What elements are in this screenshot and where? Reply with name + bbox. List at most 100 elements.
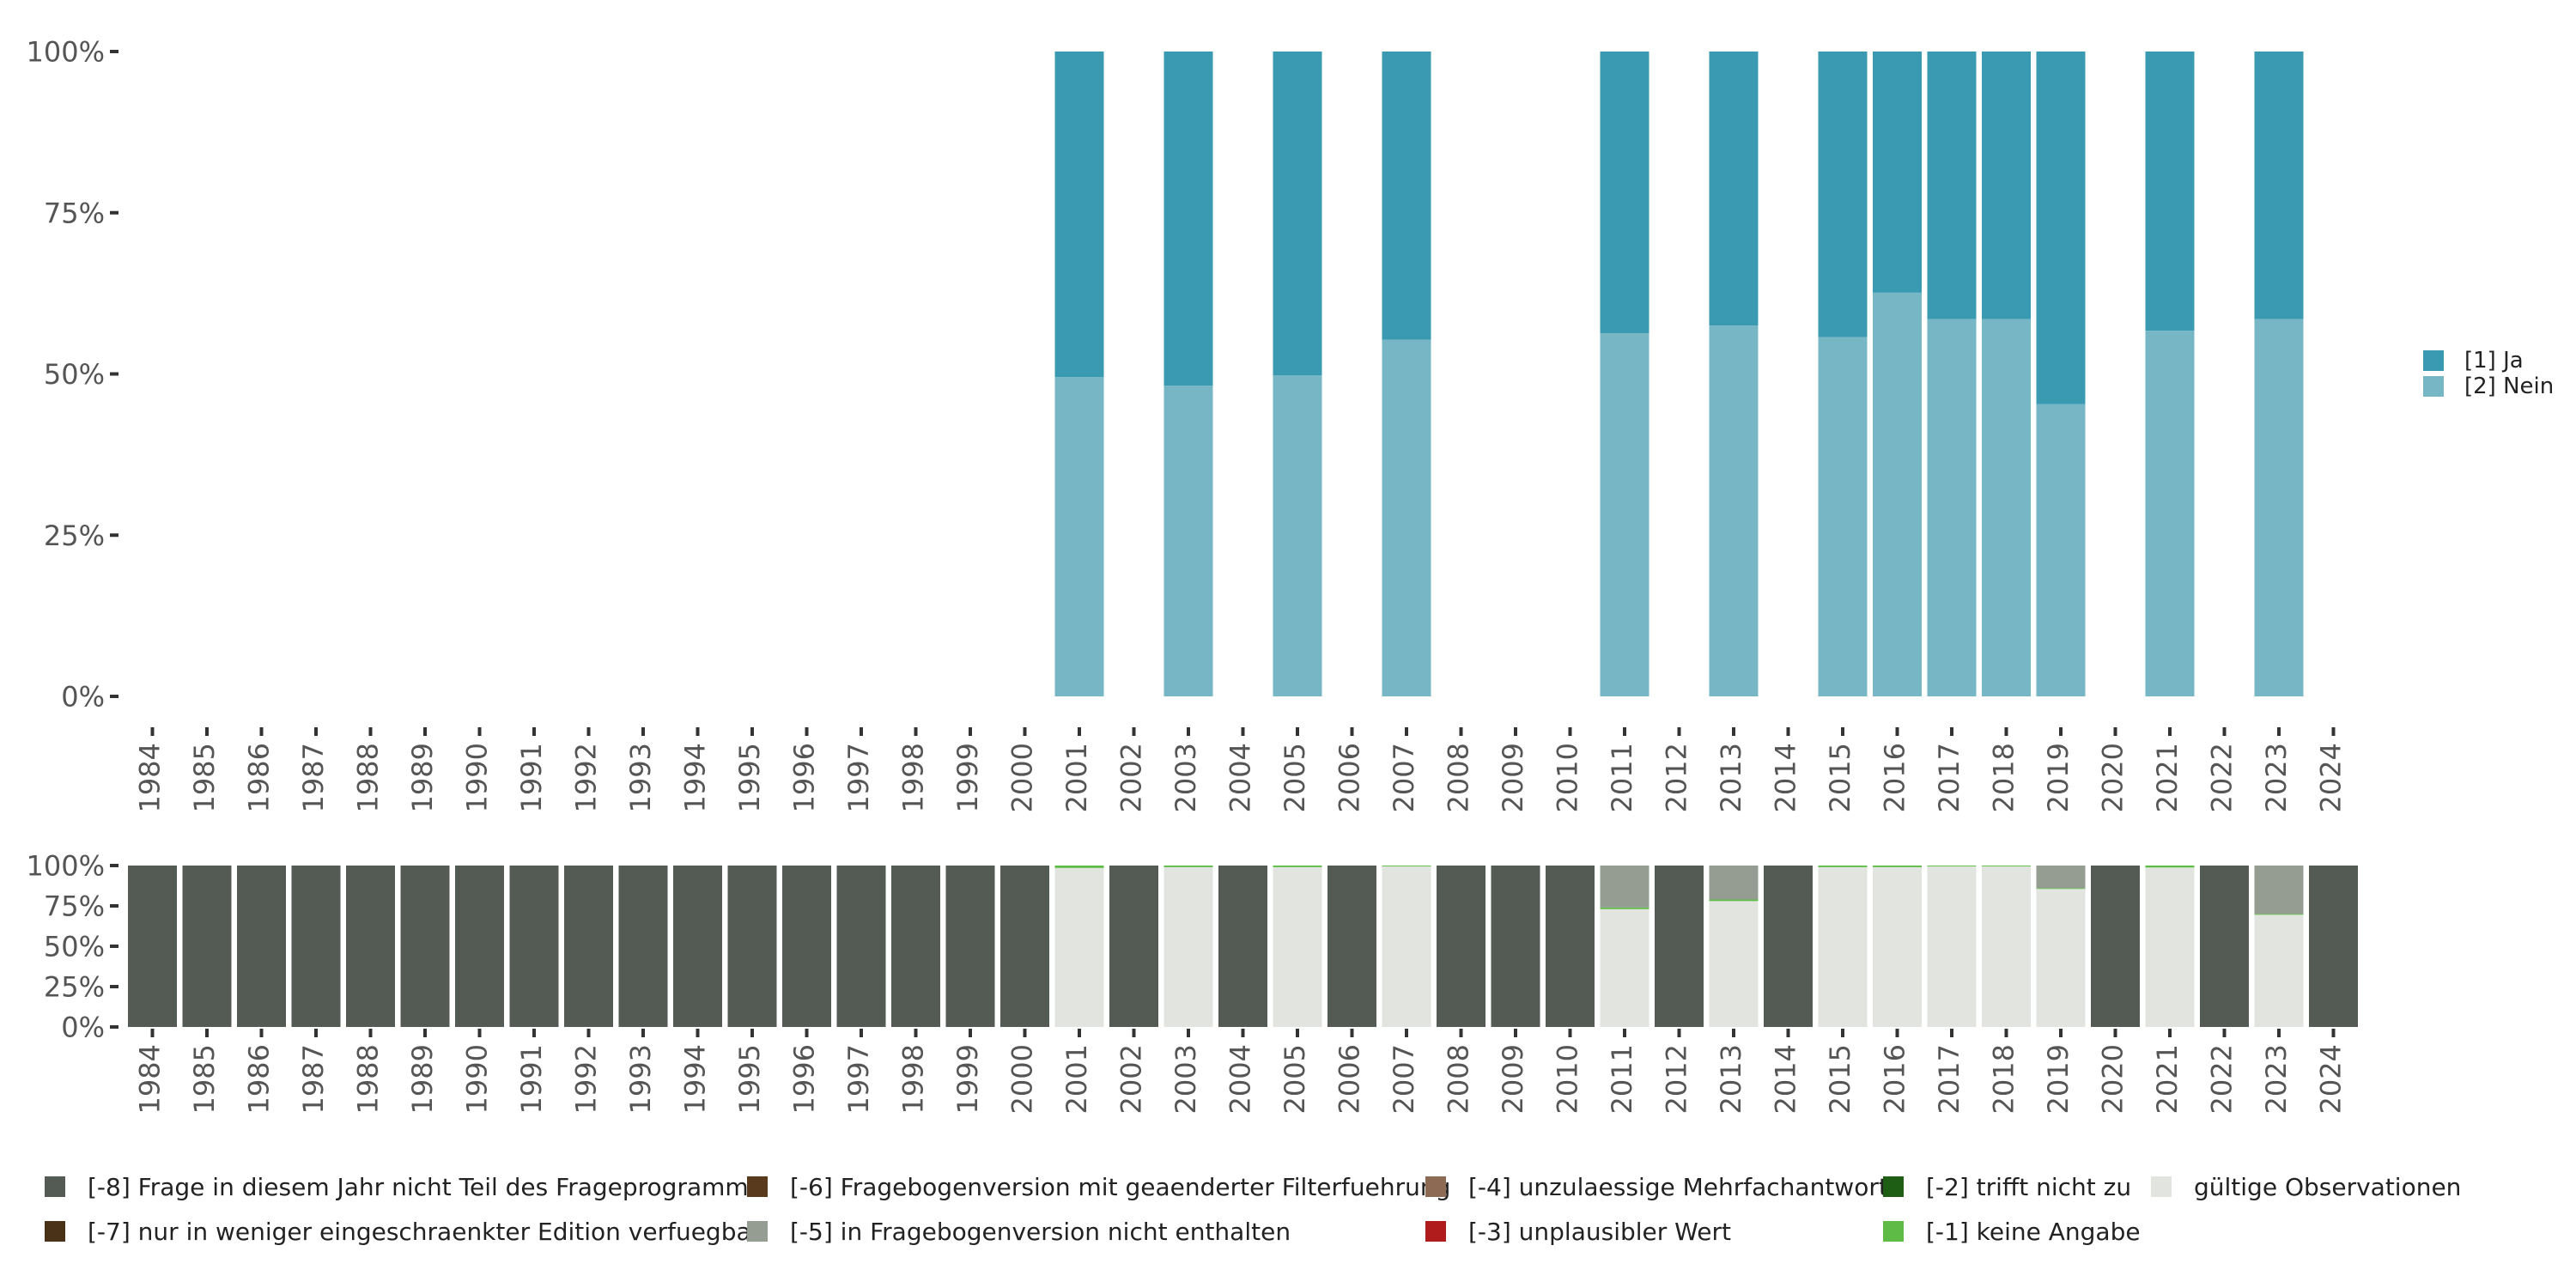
x-tick-label: 1988	[352, 743, 385, 812]
legend-swatch	[2151, 1176, 2172, 1197]
legend-swatch	[1425, 1176, 1446, 1197]
legend-label: [-4] unzulaessige Mehrfachantwort	[1468, 1173, 1888, 1201]
x-tick-label: 1993	[624, 743, 657, 812]
legend-right: [1] Ja[2] Nein	[2423, 348, 2554, 399]
bar-2011--1-keine-angabe	[1600, 907, 1649, 909]
x-tick-label: 2023	[2260, 743, 2293, 812]
x-tick-label: 2015	[1824, 1044, 1856, 1114]
bar-2023--2-nein	[2254, 319, 2304, 696]
bar-2019--1-keine-angabe	[2036, 888, 2086, 890]
legend-label: [-5] in Fragebogenversion nicht enthalte…	[790, 1218, 1291, 1246]
x-tick-label: 1997	[842, 1044, 875, 1114]
x-tick-label: 2010	[1552, 743, 1584, 812]
x-tick-label: 1992	[570, 743, 603, 812]
bar-2003--1-ja	[1163, 52, 1213, 386]
legend-swatch	[747, 1176, 768, 1197]
x-tick-label: 2022	[2206, 743, 2239, 812]
bar-1995--8-frage-in-diesem-jahr-nicht-teil-des-frageprogramms	[727, 866, 777, 1027]
x-tick-label: 1986	[243, 1044, 276, 1114]
legend-label: [-1] keine Angabe	[1926, 1218, 2141, 1246]
bar-2017--1-ja	[1927, 52, 1977, 319]
legend-label: [-2] trifft nicht zu	[1926, 1173, 2131, 1201]
bar-2023-g-ltige-observationen	[2254, 914, 2304, 1027]
bar-1986--8-frage-in-diesem-jahr-nicht-teil-des-frageprogramms	[237, 866, 286, 1027]
x-tick-label: 1985	[188, 1044, 221, 1114]
bar-2006--8-frage-in-diesem-jahr-nicht-teil-des-frageprogramms	[1327, 866, 1376, 1027]
bar-1997--8-frage-in-diesem-jahr-nicht-teil-des-frageprogramms	[836, 866, 886, 1027]
x-tick-label: 2000	[1006, 1044, 1039, 1114]
x-tick-label: 2020	[2097, 1044, 2129, 1114]
x-tick-label: 1989	[406, 743, 439, 812]
legend-label: [1] Ja	[2464, 348, 2524, 374]
x-tick-label: 1989	[406, 1044, 439, 1114]
x-tick-label: 2016	[1879, 1044, 1911, 1114]
bar-2001-g-ltige-observationen	[1054, 867, 1104, 1027]
x-tick-label: 2014	[1770, 743, 1802, 812]
x-tick-label: 2002	[1115, 1044, 1148, 1114]
bar-1993--8-frage-in-diesem-jahr-nicht-teil-des-frageprogramms	[618, 866, 668, 1027]
bar-2011-g-ltige-observationen	[1600, 908, 1649, 1027]
bar-2016-g-ltige-observationen	[1873, 866, 1922, 1027]
x-tick-label: 2015	[1824, 743, 1856, 812]
x-tick-label: 2022	[2206, 1044, 2239, 1114]
bar-1992--8-frage-in-diesem-jahr-nicht-teil-des-frageprogramms	[564, 866, 613, 1027]
bar-2023--1-ja	[2254, 52, 2304, 319]
x-tick-label: 1998	[897, 1044, 930, 1114]
x-tick-label: 2020	[2097, 743, 2129, 812]
bar-1996--8-frage-in-diesem-jahr-nicht-teil-des-frageprogramms	[782, 866, 831, 1027]
bar-2018-g-ltige-observationen	[1982, 866, 2031, 1027]
x-tick-label: 2010	[1552, 1044, 1584, 1114]
x-tick-label: 2001	[1060, 1044, 1093, 1114]
x-tick-label: 2016	[1879, 743, 1911, 812]
x-tick-label: 1993	[624, 1044, 657, 1114]
bar-2005--1-keine-angabe	[1273, 866, 1322, 867]
legend-label: [-7] nur in weniger eingeschraenkter Edi…	[88, 1218, 762, 1246]
x-tick-label: 2024	[2315, 743, 2348, 812]
bar-1984--8-frage-in-diesem-jahr-nicht-teil-des-frageprogramms	[128, 866, 177, 1027]
y-tick-label: 50%	[44, 358, 105, 391]
bar-1999--8-frage-in-diesem-jahr-nicht-teil-des-frageprogramms	[945, 866, 995, 1027]
x-tick-label: 2021	[2151, 743, 2184, 812]
legend-swatch	[2423, 376, 2444, 397]
y-tick-label: 50%	[44, 931, 105, 963]
bar-2005--1-ja	[1273, 52, 1322, 376]
top-chart: 0% 25% 50% 75% 100% 1984 1985 1986 1987 1988 1989 1…	[27, 36, 2348, 813]
bar-2000--8-frage-in-diesem-jahr-nicht-teil-des-frageprogramms	[1000, 866, 1049, 1027]
x-tick-label: 1999	[951, 743, 984, 812]
x-tick-label: 2013	[1715, 1044, 1747, 1114]
x-tick-label: 2019	[2042, 1044, 2075, 1114]
bar-2021--1-keine-angabe	[2145, 866, 2195, 868]
x-tick-label: 1996	[788, 1044, 821, 1114]
bar-2013--1-ja	[1709, 52, 1759, 326]
x-tick-label: 2005	[1279, 743, 1311, 812]
x-tick-label: 2006	[1334, 1044, 1366, 1114]
bar-2012--8-frage-in-diesem-jahr-nicht-teil-des-frageprogramms	[1655, 866, 1704, 1027]
y-tick-label: 75%	[44, 890, 105, 923]
bar-2004--8-frage-in-diesem-jahr-nicht-teil-des-frageprogramms	[1218, 866, 1267, 1027]
x-tick-label: 2017	[1933, 1044, 1965, 1114]
bar-2008--8-frage-in-diesem-jahr-nicht-teil-des-frageprogramms	[1437, 866, 1485, 1027]
x-tick-label: 2024	[2315, 1044, 2348, 1114]
x-tick-label: 2003	[1170, 1044, 1202, 1114]
x-tick-label: 1985	[188, 743, 221, 812]
x-tick-label: 2014	[1770, 1044, 1802, 1114]
bar-2001--1-keine-angabe	[1054, 866, 1104, 868]
x-tick-label: 2019	[2042, 743, 2075, 812]
bar-2019-g-ltige-observationen	[2036, 889, 2086, 1027]
bar-2015--1-ja	[1818, 52, 1868, 337]
bar-2020--8-frage-in-diesem-jahr-nicht-teil-des-frageprogramms	[2091, 866, 2140, 1027]
x-tick-label: 1994	[679, 1044, 712, 1114]
bar-2011--2-nein	[1600, 333, 1649, 696]
y-tick-label: 0%	[61, 1012, 105, 1044]
bar-2011--5-in-fragebogenversion-nicht-enthalten	[1600, 866, 1649, 908]
x-tick-label: 2007	[1388, 1044, 1420, 1114]
bar-2003-g-ltige-observationen	[1163, 866, 1213, 1027]
bar-2007-g-ltige-observationen	[1382, 866, 1431, 1027]
bar-2024--8-frage-in-diesem-jahr-nicht-teil-des-frageprogramms	[2309, 866, 2358, 1027]
legend-swatch	[1425, 1221, 1446, 1242]
bar-2010--8-frage-in-diesem-jahr-nicht-teil-des-frageprogramms	[1546, 866, 1595, 1027]
x-tick-label: 2003	[1170, 743, 1202, 812]
x-tick-label: 1998	[897, 743, 930, 812]
x-tick-label: 1986	[243, 743, 276, 812]
bar-2013--1-keine-angabe	[1709, 899, 1759, 902]
